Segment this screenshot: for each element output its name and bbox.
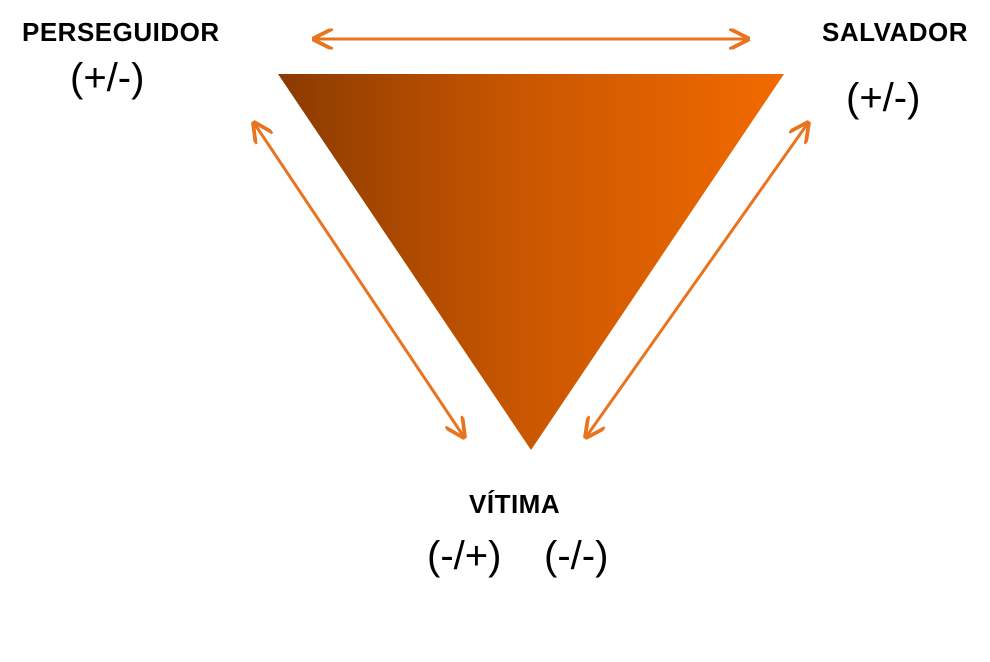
victim-sign-1: (-/+) [427,534,502,578]
right-double-arrow [586,123,808,437]
persecutor-sign: (+/-) [70,56,145,100]
victim-label: VÍTIMA [469,489,561,519]
rescuer-sign: (+/-) [846,76,921,120]
rescuer-label: SALVADOR [822,17,969,47]
left-double-arrow [254,123,464,437]
victim-sign-2: (-/-) [544,534,609,578]
persecutor-label: PERSEGUIDOR [22,17,220,47]
